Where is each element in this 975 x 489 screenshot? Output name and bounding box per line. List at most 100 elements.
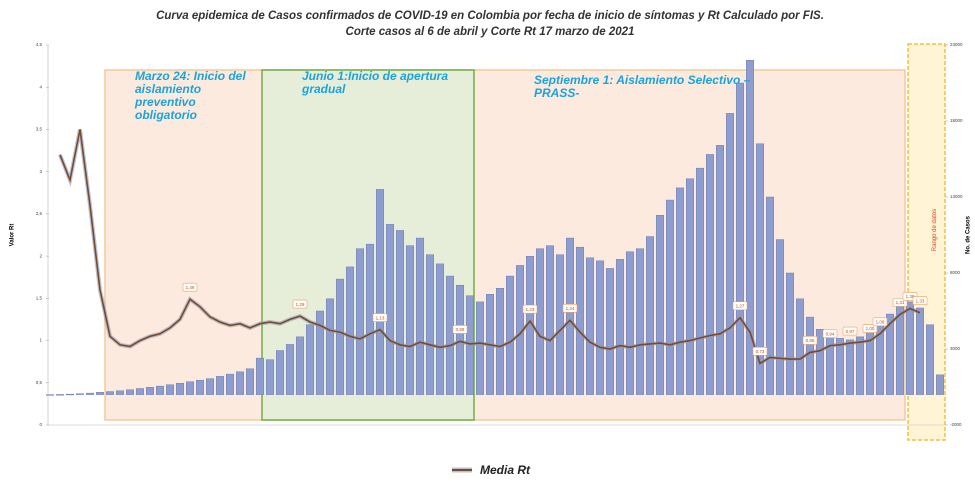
data-label-box: [732, 301, 748, 311]
bar: [546, 245, 554, 395]
annotation-text: Rango de datos: [932, 209, 938, 251]
bar: [576, 246, 584, 395]
bar: [236, 371, 244, 395]
bar: [626, 251, 634, 395]
bar: [556, 254, 564, 395]
y-tick-label: 1: [39, 338, 42, 343]
data-label-box: [452, 325, 468, 334]
bar: [286, 344, 294, 395]
bar: [766, 196, 774, 395]
bar: [846, 339, 854, 395]
data-label-box: [562, 303, 578, 313]
bar: [336, 278, 344, 395]
bar: [636, 248, 644, 395]
bar: [246, 368, 254, 395]
bar: [136, 388, 144, 395]
annotation-text: Septiembre 1: Aislamiento Selectivo –PRA…: [534, 73, 751, 100]
y-tick-label: 3,5: [36, 127, 43, 132]
bar: [676, 187, 684, 395]
bar: [396, 230, 404, 395]
bar: [266, 359, 274, 395]
bar: [196, 379, 204, 395]
bar: [296, 336, 304, 395]
bar: [76, 393, 84, 395]
data-label-box: [752, 347, 768, 356]
bar: [446, 275, 454, 395]
bar: [506, 275, 514, 395]
bar: [166, 384, 174, 395]
bar: [906, 301, 914, 395]
data-label: 1,24: [566, 306, 575, 311]
data-label: 0,99: [456, 327, 465, 332]
data-label: 0,94: [826, 331, 835, 336]
bar: [346, 266, 354, 395]
bar: [106, 391, 114, 395]
bar: [256, 357, 264, 395]
data-label-box: [862, 324, 878, 333]
bar: [436, 263, 444, 395]
data-label: 1,23: [526, 307, 535, 312]
bar: [206, 378, 214, 395]
bar: [656, 215, 664, 395]
y2-tick-label: 23000: [950, 42, 963, 47]
chart-title: Curva epidemica de Casos confirmados de …: [156, 10, 824, 22]
data-label: 0,73: [756, 349, 765, 354]
bar: [746, 60, 754, 395]
bar: [476, 301, 484, 395]
bar: [86, 392, 94, 395]
bar: [186, 381, 194, 395]
bar: [736, 82, 744, 395]
y-tick-label: 4: [39, 84, 42, 89]
y2-tick-label: -2000: [950, 422, 962, 427]
bar: [56, 394, 64, 396]
bar: [816, 329, 824, 395]
bar: [776, 239, 784, 395]
data-label-box: [872, 317, 888, 327]
data-label-box: [372, 313, 388, 322]
bar: [566, 237, 574, 395]
bar: [616, 259, 624, 395]
annotation-text: Junio 1:Inicio de apertura gradual: [302, 69, 449, 96]
y-tick-label: 3: [39, 169, 42, 174]
bar: [756, 143, 764, 395]
data-label: 1,49: [186, 285, 195, 290]
data-label: 1,31: [896, 300, 905, 305]
y-tick-label: 4,5: [36, 42, 43, 47]
data-label: 1,13: [376, 315, 385, 320]
y2-tick-label: 13000: [950, 194, 963, 199]
bar: [326, 298, 334, 395]
bar: [686, 178, 694, 395]
y2-axis-title: No. de Casos: [966, 215, 972, 254]
bar: [176, 383, 184, 395]
chart-subtitle: Corte casos al 6 de abril y Corte Rt 17 …: [346, 26, 635, 38]
y2-tick-label: 18000: [950, 118, 963, 123]
y2-tick-label: 3000: [950, 346, 961, 351]
bar: [46, 394, 54, 396]
bar: [356, 248, 364, 395]
bar: [366, 243, 374, 395]
bar: [696, 167, 704, 395]
bar: [926, 324, 934, 395]
data-label: 1,27: [736, 303, 745, 308]
bar: [126, 389, 134, 395]
bar: [596, 260, 604, 395]
y-tick-label: 1,5: [36, 296, 43, 301]
bar: [156, 385, 164, 395]
legend-label: Media Rt: [480, 463, 531, 477]
bar: [96, 392, 104, 395]
data-label-box: [522, 304, 538, 314]
bar: [376, 189, 384, 395]
data-label: 1,29: [296, 302, 305, 307]
bar: [536, 248, 544, 395]
annotation-region: [104, 69, 906, 421]
bar: [606, 268, 614, 395]
bar: [66, 393, 74, 396]
data-label-box: [912, 296, 928, 305]
bar: [706, 154, 714, 395]
bar: [216, 376, 224, 395]
y-axis-title: Valor Rt: [10, 224, 16, 247]
data-label: 1,08: [876, 319, 885, 324]
data-label: 1,33: [916, 298, 925, 303]
data-label: 0,86: [806, 338, 815, 343]
